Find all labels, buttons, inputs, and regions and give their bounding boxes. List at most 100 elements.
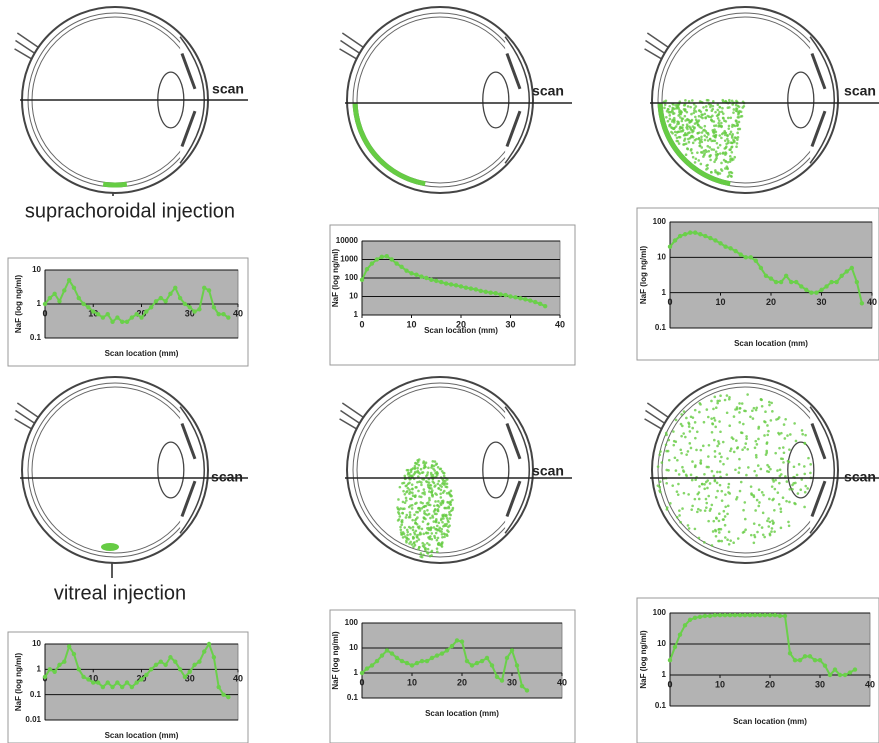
chart: 0.1 1 10 100 0 10 20 30 40 NaF (log ng/ml) Scan lo… [636, 207, 879, 361]
data-point [468, 286, 474, 291]
y-tick-label: 10 [32, 639, 41, 648]
dye-dot [732, 450, 736, 454]
dye-dot [727, 486, 730, 489]
dye-dot [687, 493, 690, 496]
dye-dot [712, 148, 716, 151]
dye-dot [735, 99, 738, 103]
dye-dot [722, 158, 726, 162]
dye-dot [731, 123, 734, 127]
data-point [824, 284, 829, 289]
data-point [419, 274, 424, 279]
dye-dot [427, 501, 430, 504]
dye-dot [716, 444, 719, 448]
dye-dot [765, 449, 768, 453]
dye-dot [416, 460, 420, 463]
dye-dot [435, 517, 438, 521]
data-point [177, 667, 183, 672]
dye-dot [429, 528, 432, 532]
data-point [221, 312, 226, 317]
dye-dot [785, 480, 789, 483]
dye-dot [707, 443, 711, 447]
data-point [414, 272, 419, 277]
y-axis-label: NaF (log ng/ml) [331, 249, 340, 308]
dye-dot [771, 519, 774, 523]
dye [352, 102, 426, 187]
data-point [429, 277, 434, 282]
data-point [708, 235, 713, 241]
dye-dot [788, 500, 791, 504]
dye-dot [665, 109, 669, 113]
dye-dot [430, 526, 433, 530]
dye-dot [733, 124, 737, 128]
dye-dot [693, 408, 697, 412]
data-point [748, 255, 753, 260]
dye-dot [434, 492, 437, 495]
dye-dot [706, 139, 710, 142]
dye-dot [693, 107, 696, 110]
dye-dot [676, 122, 679, 126]
data-point [216, 684, 221, 690]
iris [505, 52, 522, 148]
dye-dot [445, 491, 449, 495]
data-point [216, 312, 221, 317]
data-point [379, 653, 385, 658]
data-point [499, 678, 505, 683]
dye-dot [695, 137, 698, 141]
data-point [789, 279, 794, 285]
dye-dot [683, 139, 686, 142]
data-point [849, 265, 854, 271]
dye-dot [769, 419, 773, 422]
dye-dot [443, 506, 446, 510]
dye-dot [708, 509, 712, 512]
dye-dot [437, 500, 440, 503]
x-tick-label: 20 [766, 297, 776, 307]
dye-dot [752, 494, 755, 497]
dye-dot [664, 443, 668, 447]
dye-dot [440, 470, 444, 473]
dye-dot [698, 144, 702, 147]
dye-dot [667, 458, 671, 462]
dye-dot [426, 471, 430, 474]
dye-dot [741, 448, 744, 452]
dye-dot [691, 99, 694, 102]
dye-dot [440, 532, 444, 536]
dye-dot [738, 402, 741, 405]
x-tick-label: 30 [185, 308, 195, 318]
dye-dot [729, 116, 733, 120]
dye-dot [723, 515, 727, 518]
dye-dot [433, 534, 436, 538]
dye-dot [414, 494, 417, 497]
data-point [369, 261, 375, 266]
dye-dot [710, 171, 713, 174]
dye-dot [690, 128, 694, 132]
x-axis-label: Scan location (mm) [733, 717, 807, 726]
dye-dot [678, 135, 682, 139]
dye-dot [403, 526, 407, 529]
data-point [747, 612, 753, 618]
dye-dot [747, 466, 750, 469]
dye-dot [734, 119, 738, 123]
dye-dot [742, 508, 745, 512]
dye-dot [791, 483, 794, 487]
data-point [187, 305, 192, 310]
x-tick-label: 10 [407, 677, 417, 687]
dye-dot [726, 116, 730, 120]
dye-dot [677, 482, 680, 486]
data-point [57, 299, 62, 304]
dye-dot [725, 411, 729, 415]
dye-dot [665, 508, 669, 511]
dye-dot [727, 491, 730, 494]
dye-dot [687, 137, 690, 141]
dye-dot [776, 469, 779, 472]
dye-dot [764, 410, 767, 413]
data-point [57, 662, 62, 668]
dye-dot [429, 471, 433, 475]
dye-dot [430, 537, 434, 541]
dye-dot [683, 108, 687, 111]
dye-dot [740, 114, 744, 118]
dye-dot [420, 483, 423, 487]
dye-dot [716, 153, 720, 156]
sclera [21, 376, 209, 564]
dye-dot [796, 492, 800, 495]
data-point [110, 319, 115, 324]
